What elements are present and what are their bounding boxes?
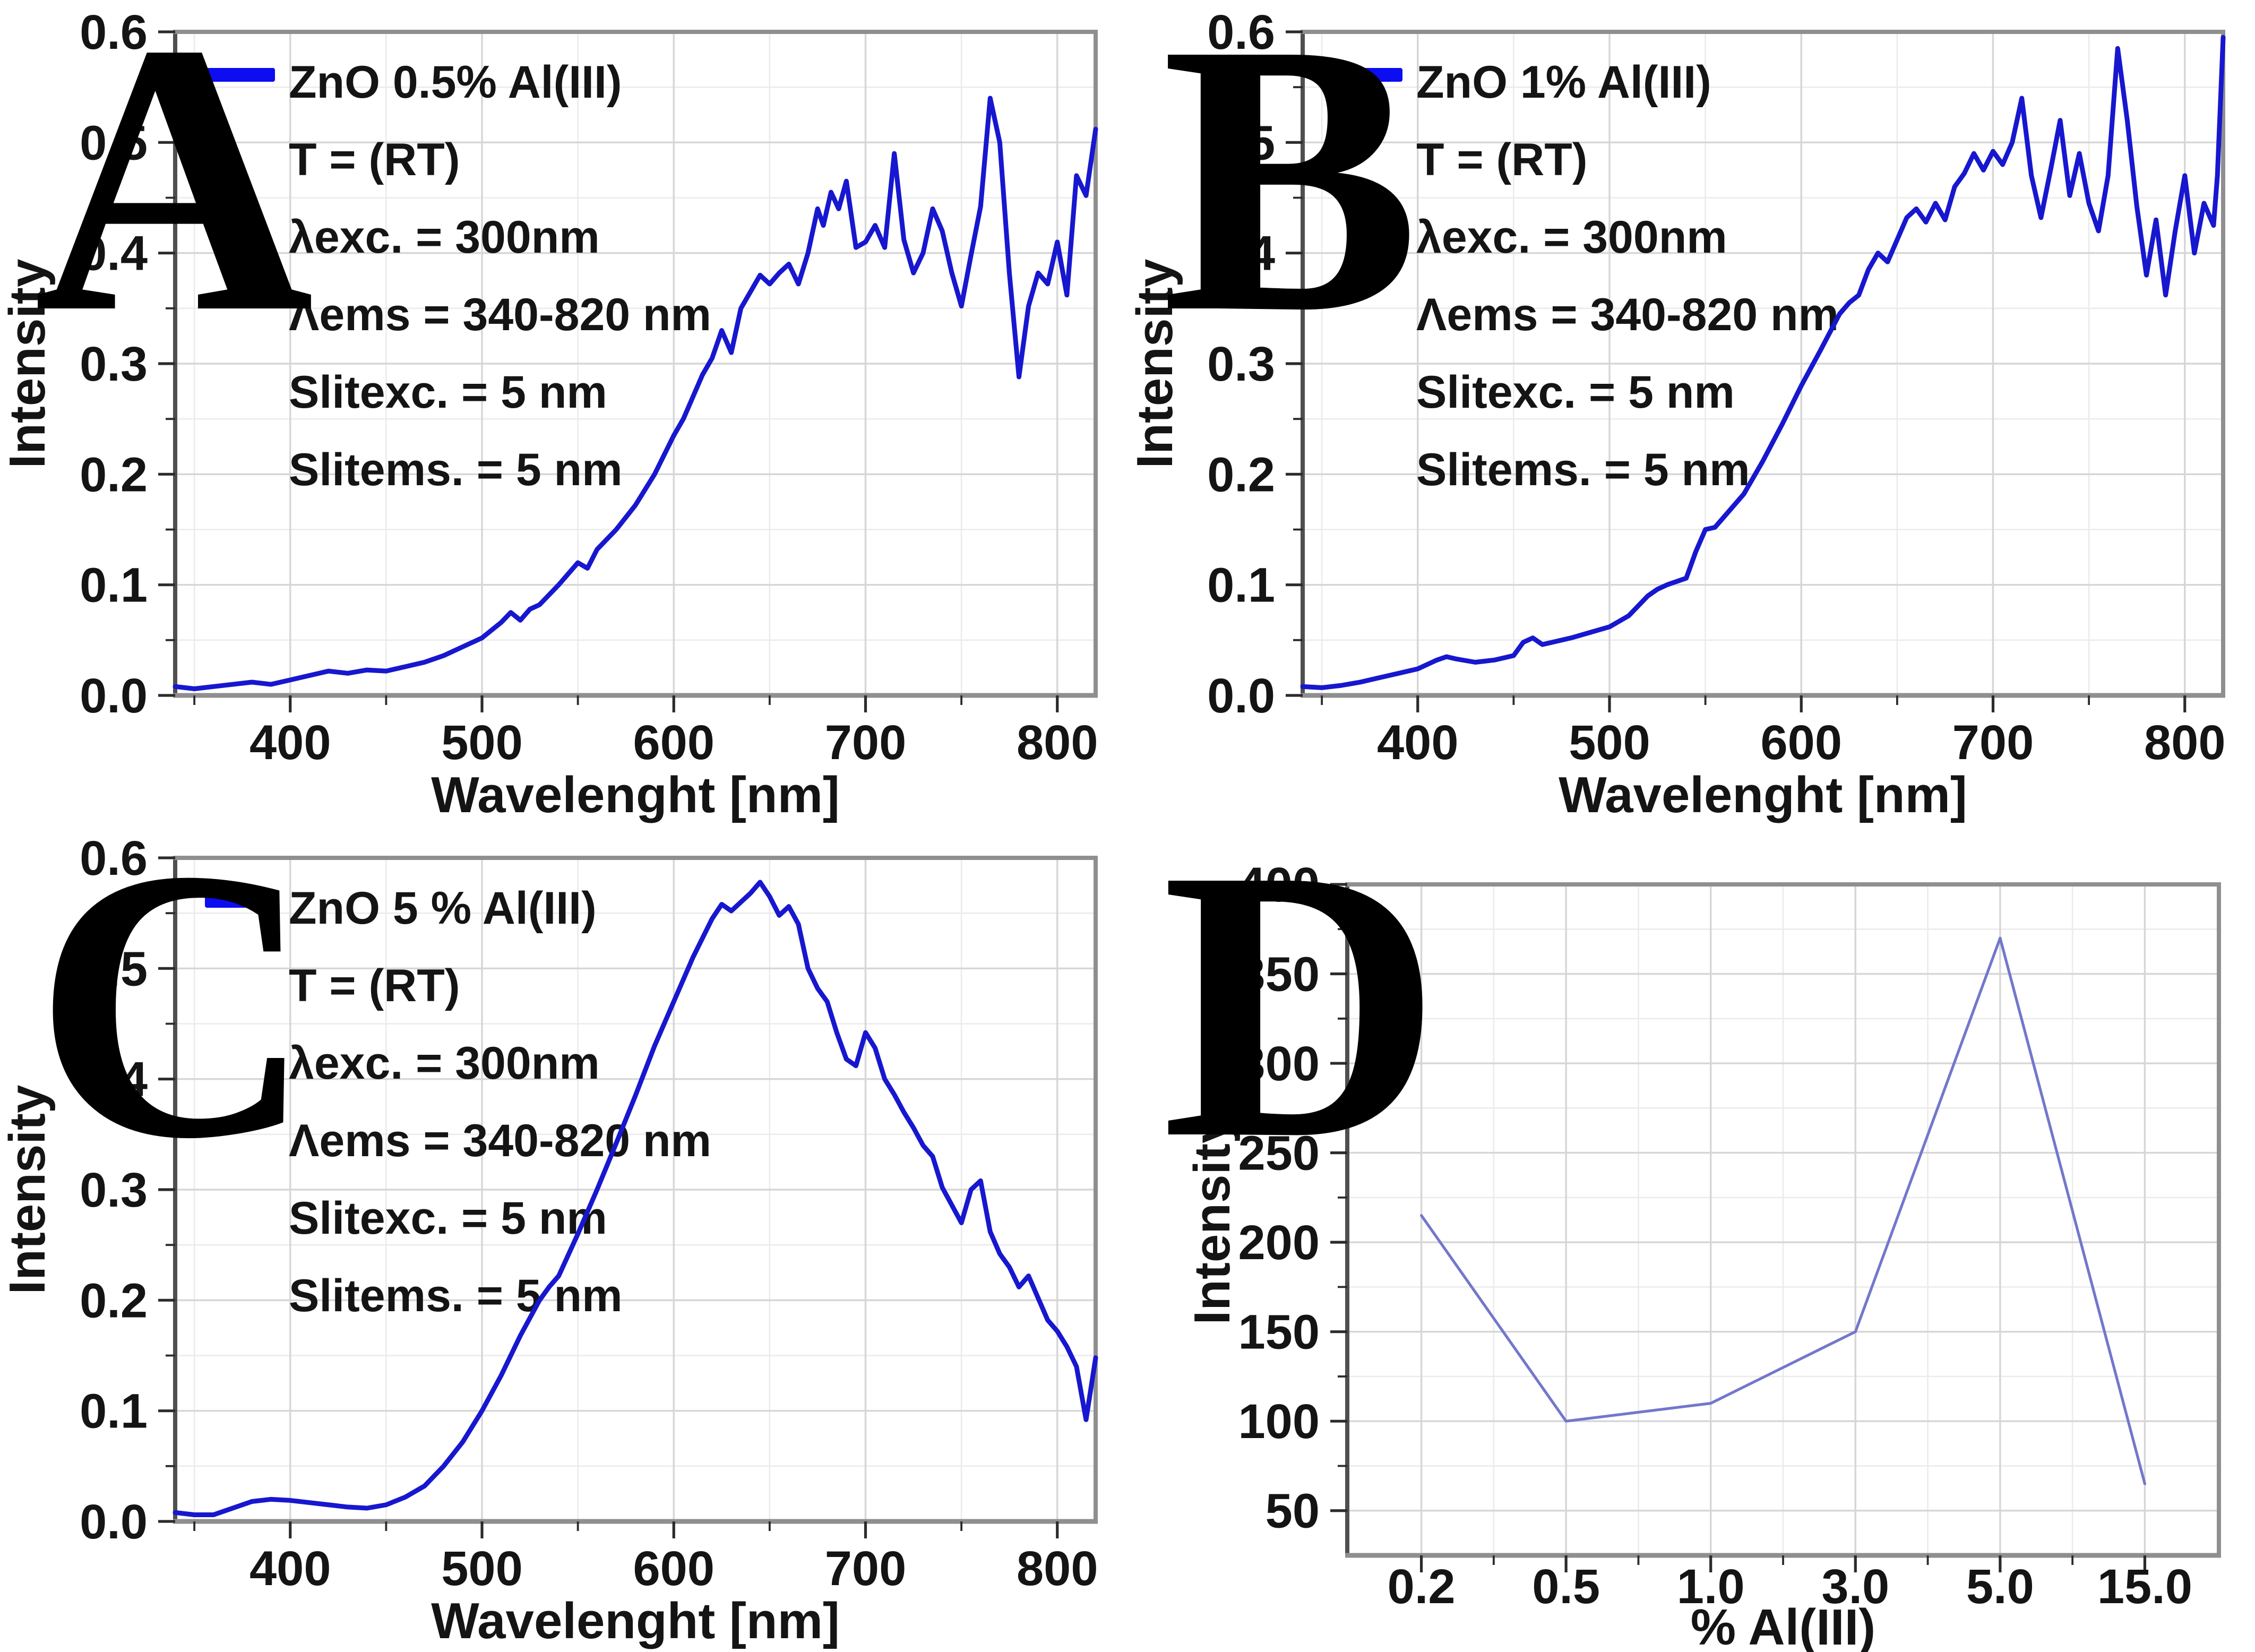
x-tick-label: 400 (249, 716, 331, 770)
series-line (1300, 35, 2226, 690)
x-tick-label: 700 (825, 716, 907, 770)
legend-info-line: Λems = 340-820 nm (289, 289, 711, 340)
y-tick-label: 250 (1238, 1126, 1320, 1181)
y-tick-label: 0.1 (1207, 558, 1275, 613)
x-tick-label: 500 (441, 1542, 523, 1596)
y-tick-label: 0.6 (1207, 5, 1275, 59)
x-axis-label: Wavelenght [nm] (431, 767, 840, 823)
y-axis-label: Intensity (0, 259, 56, 469)
x-tick-label: 800 (2144, 716, 2226, 770)
chart-d-intensity-vs-doping: 50 100 150 200 250 300 350 400 0.2 0.5 1.0 3.0 5.0 15… (1184, 858, 2221, 1652)
x-tick-label: 600 (633, 1542, 715, 1596)
legend-series-label: ZnO 0.5% Al(III) (289, 57, 622, 108)
y-tick-label: 0.3 (1207, 337, 1275, 391)
y-tick-label: 0.2 (1207, 448, 1275, 502)
legend-info-line: λexc. = 300nm (289, 1038, 600, 1089)
x-tick-label: 800 (1017, 716, 1098, 770)
y-tick-label: 300 (1238, 1037, 1320, 1091)
legend-info-line: Slitems. = 5 nm (289, 444, 623, 495)
y-tick-label: 0.1 (80, 558, 148, 613)
panel-d: D 50 100 150 200 250 300 350 400 0.2 0.5 1.0 3.0 5.0… (1128, 810, 2255, 1652)
y-tick-label: 0.5 (80, 116, 148, 170)
y-tick-label: 0.2 (80, 448, 148, 502)
panel-b: B 0.0 0.1 0.2 0.3 0.4 0.5 0.6 400 500 600 700 800 Wa… (1128, 0, 2255, 826)
y-axis-label: Intensity (1128, 259, 1183, 469)
legend-info-line: Slitems. = 5 nm (289, 1270, 623, 1321)
x-tick-label: 500 (1569, 716, 1650, 770)
y-tick-label: 150 (1238, 1305, 1320, 1360)
y-tick-label: 0.3 (80, 1163, 148, 1217)
x-tick-label: 600 (1761, 716, 1843, 770)
x-tick-label: 400 (1377, 716, 1459, 770)
x-tick-label: 400 (249, 1542, 331, 1596)
panel-c: C 0.0 0.1 0.2 0.3 0.4 0.5 0.6 400 500 600 700 800 Wa… (0, 810, 1128, 1652)
legend-swatch (205, 894, 275, 908)
legend-info-line: Λems = 340-820 nm (289, 1115, 711, 1166)
legend-info-line: λexc. = 300nm (289, 212, 600, 263)
y-tick-label: 50 (1266, 1484, 1320, 1538)
series-line (1419, 936, 2147, 1485)
x-tick-label: 600 (633, 716, 715, 770)
legend-info-line: Slitems. = 5 nm (1416, 444, 1750, 495)
y-axis-label: Intensity (1184, 1115, 1241, 1325)
x-tick-label: 700 (1952, 716, 2034, 770)
y-tick-label: 100 (1238, 1395, 1320, 1449)
y-tick-label: 0.0 (1207, 669, 1275, 723)
x-tick-label: 700 (825, 1542, 907, 1596)
y-axis-label: Intensity (0, 1085, 56, 1295)
legend-info-line: Λems = 340-820 nm (1416, 289, 1839, 340)
y-tick-label: 0.0 (80, 1495, 148, 1549)
x-tick-label: 3.0 (1821, 1560, 1889, 1614)
y-tick-label: 0.2 (80, 1274, 148, 1328)
x-tick-label: 15.0 (2097, 1560, 2192, 1614)
legend-series-label: ZnO 1% Al(III) (1416, 57, 1711, 108)
legend-info-line: T = (RT) (289, 960, 460, 1011)
chart-a-emission-spectrum: 0.0 0.1 0.2 0.3 0.4 0.5 0.6 400 500 600 700 800 Wave… (0, 5, 1098, 823)
panel-a: A 0.0 0.1 0.2 0.3 0.4 0.5 0.6 400 500 600 700 800 Wa… (0, 0, 1128, 826)
series-line (173, 96, 1098, 691)
x-tick-label: 5.0 (1966, 1560, 2034, 1614)
legend-series-label: ZnO 5 % Al(III) (289, 883, 597, 934)
y-tick-label: 350 (1238, 948, 1320, 1002)
y-tick-label: 200 (1238, 1216, 1320, 1270)
x-tick-label: 800 (1017, 1542, 1098, 1596)
y-tick-label: 0.6 (80, 5, 148, 59)
series-line (173, 880, 1098, 1517)
x-axis-label: Wavelenght [nm] (1559, 767, 1967, 823)
y-tick-label: 0.4 (80, 1053, 148, 1107)
x-axis-label: Wavelenght [nm] (431, 1593, 840, 1649)
y-tick-label: 400 (1238, 858, 1320, 912)
legend-info-line: T = (RT) (1416, 134, 1587, 185)
y-tick-label: 0.1 (80, 1384, 148, 1439)
legend-info-line: Slitexc. = 5 nm (289, 1193, 607, 1244)
y-tick-label: 0.5 (80, 942, 148, 996)
x-tick-label: 0.2 (1388, 1560, 1456, 1614)
legend-info-line: λexc. = 300nm (1416, 212, 1727, 263)
chart-b-emission-spectrum: 0.0 0.1 0.2 0.3 0.4 0.5 0.6 400 500 600 700 800 Wave… (1128, 5, 2226, 823)
y-tick-label: 0.4 (80, 227, 148, 281)
y-tick-label: 0.6 (80, 831, 148, 885)
x-tick-label: 500 (441, 716, 523, 770)
y-tick-label: 0.5 (1207, 116, 1275, 170)
y-tick-label: 0.3 (80, 337, 148, 391)
legend-info-line: Slitexc. = 5 nm (289, 367, 607, 418)
x-tick-label: 0.5 (1532, 1560, 1600, 1614)
chart-c-emission-spectrum: 0.0 0.1 0.2 0.3 0.4 0.5 0.6 400 500 600 700 800 Wave… (0, 831, 1098, 1649)
legend-info-line: T = (RT) (289, 134, 460, 185)
y-tick-label: 0.0 (80, 669, 148, 723)
legend-swatch (205, 68, 275, 82)
y-tick-label: 0.4 (1207, 227, 1275, 281)
legend-swatch (1332, 68, 1402, 82)
legend-info-line: Slitexc. = 5 nm (1416, 367, 1735, 418)
x-axis-label: % Al(III) (1691, 1599, 1875, 1652)
x-tick-label: 1.0 (1677, 1560, 1745, 1614)
